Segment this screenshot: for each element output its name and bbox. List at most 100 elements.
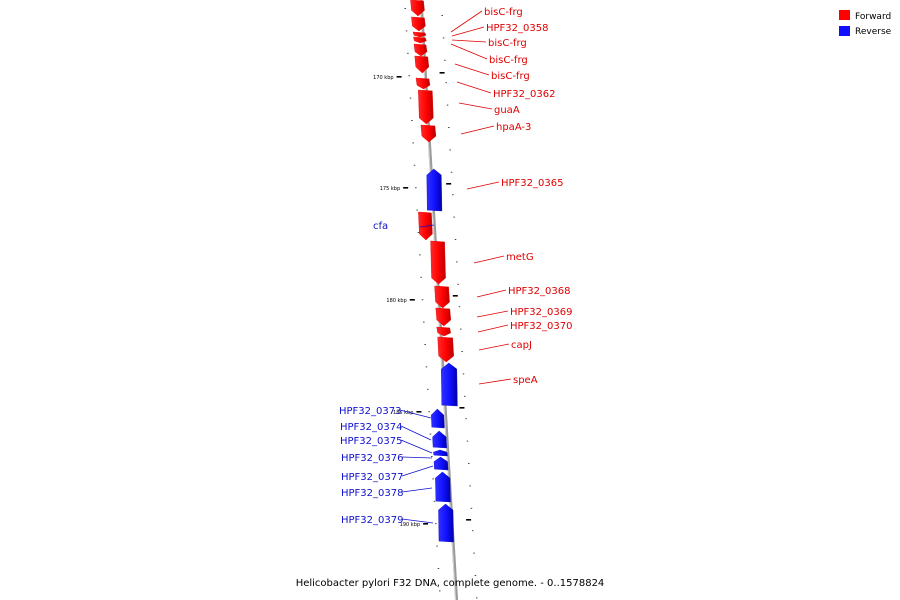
label-leader-line — [477, 324, 509, 333]
label-leader-line — [478, 343, 510, 351]
gene-reverse[interactable] — [426, 168, 443, 212]
gene-forward[interactable] — [413, 43, 428, 57]
minor-tick — [466, 440, 469, 442]
label-leader-line — [478, 378, 512, 385]
gene-reverse[interactable] — [433, 449, 448, 457]
gene-label[interactable]: HPF32_0368 — [508, 286, 570, 297]
gene-label[interactable]: capJ — [511, 340, 532, 351]
label-leader-line — [454, 63, 490, 76]
minor-tick — [408, 75, 410, 77]
scale-ticks: 170 kbp 175 kbp 180 kbp 185 kbp 190 kbp — [373, 8, 478, 599]
legend-forward-swatch — [839, 10, 850, 20]
gene-label[interactable]: metG — [506, 252, 534, 263]
gene-labels: bisC-frg HPF32_0358 bisC-frg bisC-frg bisC-f… — [339, 7, 572, 526]
legend-forward-label: Forward — [855, 12, 891, 22]
gene-label[interactable]: bisC-frg — [489, 55, 528, 66]
major-tick — [423, 523, 429, 525]
gene-label[interactable]: speA — [513, 375, 538, 386]
gene-label[interactable]: HPF32_0375 — [340, 436, 402, 447]
gene-label[interactable]: bisC-frg — [484, 7, 523, 18]
gene-label[interactable]: guaA — [494, 105, 520, 116]
minor-tick — [472, 530, 474, 532]
minor-tick — [429, 433, 432, 435]
gene-label[interactable]: HPF32_0369 — [510, 307, 572, 318]
label-leader-line — [458, 102, 493, 110]
minor-tick — [419, 254, 421, 256]
gene-label[interactable]: bisC-frg — [491, 71, 530, 82]
gene-forward[interactable] — [411, 16, 426, 32]
gene-forward[interactable] — [413, 36, 427, 44]
minor-tick — [473, 552, 475, 554]
tick-label: 175 kbp — [380, 186, 400, 192]
gene-forward[interactable] — [415, 77, 431, 90]
minor-tick — [458, 306, 461, 308]
minor-tick — [420, 276, 422, 278]
gene-features — [410, 0, 458, 543]
minor-tick — [421, 299, 424, 301]
label-leader-line — [401, 518, 434, 524]
minor-tick — [435, 523, 437, 525]
gene-reverse[interactable] — [438, 503, 454, 543]
label-leader-line — [456, 81, 492, 94]
gene-forward[interactable] — [437, 336, 454, 363]
gene-label[interactable]: cfa — [373, 221, 388, 232]
gene-label[interactable]: HPF32_0358 — [486, 23, 548, 34]
gene-forward[interactable] — [420, 124, 437, 143]
gene-label[interactable]: HPF32_0370 — [510, 321, 572, 332]
minor-tick — [405, 30, 408, 32]
gene-forward[interactable] — [410, 0, 425, 17]
gene-forward[interactable] — [414, 55, 430, 74]
gene-label[interactable]: hpaA-3 — [496, 122, 531, 133]
tick-label: 180 kbp — [386, 298, 406, 304]
gene-reverse[interactable] — [435, 471, 451, 503]
label-leader-line — [401, 456, 433, 459]
gene-label[interactable]: HPF32_0362 — [493, 89, 555, 100]
gene-reverse[interactable] — [432, 430, 447, 449]
gene-reverse[interactable] — [431, 408, 445, 429]
minor-tick — [436, 545, 438, 547]
minor-tick — [442, 37, 445, 39]
tick-label: 190 kbp — [400, 522, 420, 528]
minor-tick — [437, 568, 440, 569]
minor-tick — [445, 82, 447, 84]
major-tick — [466, 519, 472, 521]
gene-forward[interactable] — [436, 326, 451, 337]
minor-tick — [417, 232, 420, 233]
gene-label[interactable]: HPF32_0374 — [340, 422, 402, 433]
minor-tick — [444, 59, 446, 61]
minor-tick — [474, 575, 477, 576]
minor-tick — [468, 463, 470, 464]
gene-label[interactable]: bisC-frg — [488, 38, 527, 49]
minor-tick — [413, 164, 416, 166]
gene-forward[interactable] — [434, 285, 450, 309]
gene-label[interactable]: HPF32_0365 — [501, 178, 563, 189]
gene-forward[interactable] — [418, 89, 434, 125]
gene-label[interactable]: HPF32_0373 — [339, 406, 401, 417]
gene-forward[interactable] — [412, 31, 427, 38]
legend-reverse-label: Reverse — [855, 27, 892, 37]
minor-tick — [433, 500, 436, 502]
label-leader-line — [401, 487, 433, 493]
major-tick — [403, 187, 409, 189]
minor-tick — [460, 328, 462, 330]
gene-label[interactable]: HPF32_0377 — [341, 472, 403, 483]
label-leader-line — [400, 425, 432, 441]
minor-tick — [465, 418, 467, 420]
gene-label[interactable]: HPF32_0379 — [341, 515, 403, 526]
gene-reverse[interactable] — [433, 456, 449, 471]
minor-tick — [432, 478, 434, 480]
label-leader-line — [401, 465, 434, 477]
gene-forward[interactable] — [435, 307, 452, 327]
minor-tick — [427, 388, 429, 390]
minor-tick — [462, 373, 465, 375]
gene-reverse[interactable] — [441, 362, 458, 407]
label-leader-line — [399, 409, 432, 419]
minor-tick — [409, 97, 412, 99]
gene-label[interactable]: HPF32_0378 — [341, 488, 403, 499]
label-leader-line — [476, 289, 507, 298]
major-tick — [396, 76, 402, 78]
minor-tick — [431, 456, 433, 457]
gene-forward[interactable] — [430, 240, 446, 285]
gene-label[interactable]: HPF32_0376 — [341, 453, 403, 464]
